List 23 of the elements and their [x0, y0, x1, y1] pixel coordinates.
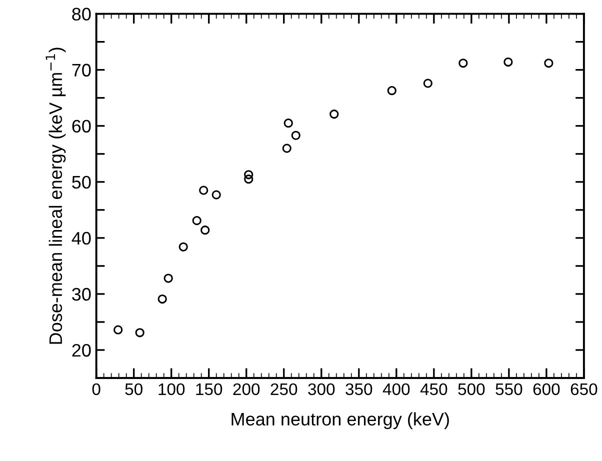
y-tick-label: 20	[72, 344, 91, 357]
y-tick-label: 60	[72, 120, 91, 133]
x-tick-label: 250	[270, 383, 298, 396]
x-tick-label: 400	[382, 383, 410, 396]
y-axis-title: Dose-mean lineal energy (keV µm$^{−1}$)	[46, 48, 66, 344]
y-tick-label: 50	[72, 176, 91, 189]
y-tick-label: 30	[72, 288, 91, 301]
x-tick-label: 500	[458, 383, 485, 396]
y-tick-label: 40	[72, 232, 91, 245]
x-tick-label: 200	[233, 383, 260, 396]
x-tick-label: 100	[158, 383, 185, 396]
x-tick-label: 50	[125, 383, 142, 396]
y-tick-label: 80	[72, 8, 91, 21]
x-tick-label: 150	[196, 383, 222, 396]
x-tick-label: 300	[308, 383, 335, 396]
x-tick-label: 600	[533, 383, 560, 396]
x-tick-label: 550	[496, 383, 522, 396]
x-tick-label: 650	[570, 383, 598, 396]
x-axis-title: Mean neutron energy (keV)	[232, 412, 449, 430]
x-tick-label: 350	[346, 383, 372, 396]
y-tick-label: 70	[72, 64, 91, 77]
x-tick-label: 0	[92, 383, 100, 396]
x-tick-label: 450	[420, 383, 448, 396]
